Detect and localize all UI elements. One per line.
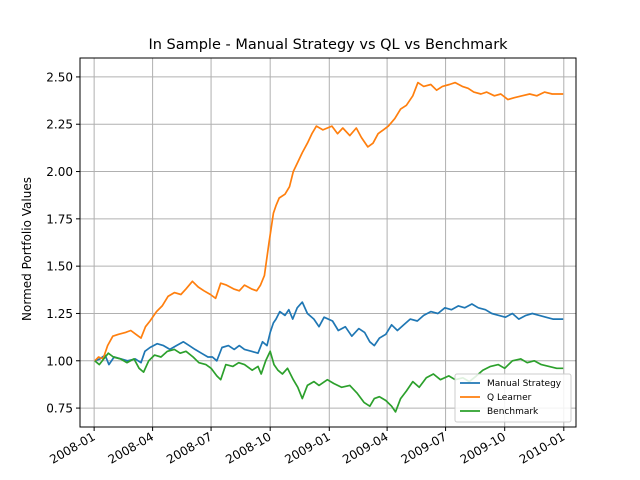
legend-label-manual-strategy: Manual Strategy — [487, 379, 562, 389]
chart-title: In Sample - Manual Strategy vs QL vs Ben… — [148, 37, 508, 53]
y-tick-label: 2.50 — [46, 70, 73, 84]
y-tick-label: 1.00 — [46, 354, 73, 368]
y-tick-label: 1.75 — [46, 212, 73, 226]
legend-label-benchmark: Benchmark — [487, 407, 539, 417]
y-tick-label: 2.00 — [46, 165, 73, 179]
y-tick-label: 0.75 — [46, 402, 73, 416]
legend: Manual Strategy Q Learner Benchmark — [454, 373, 572, 423]
legend-label-q-learner: Q Learner — [487, 393, 532, 403]
y-axis-title: Normed Portfolio Values — [20, 177, 34, 321]
series-line-q-learner — [94, 81, 564, 362]
legend-box — [454, 373, 572, 423]
series-line-manual-strategy — [94, 301, 564, 366]
plot-frame — [79, 57, 577, 428]
y-tick-label: 2.25 — [46, 118, 73, 132]
y-tick-label: 1.25 — [46, 307, 73, 321]
y-tick-label: 1.50 — [46, 260, 73, 274]
